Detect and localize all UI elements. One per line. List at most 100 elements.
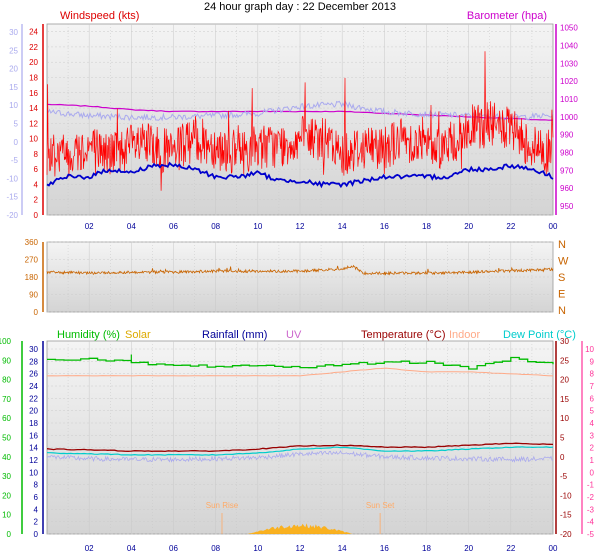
humidity-tick-label: 100: [0, 337, 12, 346]
x-tick-label: 22: [506, 222, 515, 231]
dew-tick-label: -4: [587, 518, 595, 527]
wind-tick-label: 10: [29, 135, 38, 144]
x-tick-label: 02: [85, 222, 94, 231]
x-tick-label: 04: [127, 222, 136, 231]
rain-tick-label: 2: [34, 518, 39, 527]
rain-tick-label: 18: [29, 419, 38, 428]
dew-tick-label: -2: [587, 493, 595, 502]
baro-tick-label: 960: [560, 184, 574, 193]
rain-tick-label: 6: [34, 493, 39, 502]
wind-tick-label: 16: [29, 89, 38, 98]
baro-tick-label: 950: [560, 202, 574, 211]
rain-tick-label: 24: [29, 382, 38, 391]
temp-tick-label: 0: [560, 453, 565, 462]
x-tick-label: 14: [338, 544, 347, 553]
compass-label: E: [558, 289, 565, 301]
rain-tick-label: 10: [29, 468, 38, 477]
wind-tick-label: 12: [29, 119, 38, 128]
baro-tick-label: 1020: [560, 77, 578, 86]
dew-tick-label: 8: [590, 370, 595, 379]
humidity-tick-label: 0: [7, 530, 12, 539]
x-tick-label: 00: [549, 544, 558, 553]
x-tick-label: 20: [464, 544, 473, 553]
dew-tick-label: -3: [587, 505, 595, 514]
outer-left-tick-label: 15: [9, 83, 18, 92]
humidity-tick-label: 20: [2, 491, 11, 500]
x-tick-label: 02: [85, 544, 94, 553]
sunset-label: Sun Set: [366, 501, 395, 510]
rain-tick-label: 4: [34, 505, 39, 514]
outer-left-tick-label: -20: [6, 211, 18, 220]
rain-label: Rainfall (mm): [202, 329, 267, 341]
dew-tick-label: 4: [590, 419, 595, 428]
x-tick-label: 16: [380, 222, 389, 231]
rain-tick-label: 28: [29, 357, 38, 366]
compass-label: N: [558, 239, 566, 251]
x-tick-label: 04: [127, 544, 136, 553]
grid-lines: [47, 24, 553, 535]
rain-tick-label: 30: [29, 345, 38, 354]
lavender-line: [46, 100, 554, 122]
temp-tick-label: 5: [560, 434, 565, 443]
temp-tick-label: -15: [560, 511, 572, 520]
dew-tick-label: 0: [590, 468, 595, 477]
wind-tick-label: 22: [29, 43, 38, 52]
dew-tick-label: 10: [585, 345, 594, 354]
baro-label: Barometer (hpa): [467, 10, 547, 22]
baro-tick-label: 1030: [560, 59, 578, 68]
x-tick-label: 06: [169, 544, 178, 553]
x-tick-label: 14: [338, 222, 347, 231]
x-tick-label: 12: [296, 222, 305, 231]
humidity-tick-label: 40: [2, 453, 11, 462]
dew-tick-label: 2: [590, 444, 595, 453]
temp-tick-label: 15: [560, 395, 569, 404]
wind-tick-label: 20: [29, 58, 38, 67]
compass-label: N: [558, 305, 566, 317]
wind-label: Windspeed (kts): [60, 10, 139, 22]
dew-tick-label: 9: [590, 357, 595, 366]
baro-tick-label: 1040: [560, 41, 578, 50]
x-tick-label: 18: [422, 544, 431, 553]
dir-tick-label: 90: [29, 291, 38, 300]
temp-tick-label: 20: [560, 376, 569, 385]
x-tick-label: 18: [422, 222, 431, 231]
barometer-line: [46, 103, 554, 121]
temp-tick-label: -20: [560, 530, 572, 539]
humidity-line: [47, 356, 554, 370]
rain-tick-label: 8: [34, 481, 39, 490]
rain-tick-label: 14: [29, 444, 38, 453]
outer-left-tick-label: 30: [9, 28, 18, 37]
humidity-tick-label: 60: [2, 414, 11, 423]
lavender-humidity-line: [46, 449, 554, 463]
rain-tick-label: 12: [29, 456, 38, 465]
baro-tick-label: 1000: [560, 113, 578, 122]
rain-tick-label: 26: [29, 370, 38, 379]
temp-tick-label: 30: [560, 337, 569, 346]
baro-tick-label: 970: [560, 166, 574, 175]
dir-tick-label: 180: [25, 273, 39, 282]
temp-label: Temperature (°C): [361, 329, 445, 341]
humidity-label: Humidity (%): [57, 329, 120, 341]
dew-tick-label: 6: [590, 394, 595, 403]
x-tick-label: 08: [211, 222, 220, 231]
outer-left-tick-label: -15: [6, 193, 18, 202]
outer-left-tick-label: 25: [9, 46, 18, 55]
outer-left-tick-label: -10: [6, 174, 18, 183]
outer-left-tick-label: -5: [11, 156, 19, 165]
dir-tick-label: 360: [25, 238, 39, 247]
compass-label: W: [558, 256, 569, 268]
dew-tick-label: 7: [590, 382, 595, 391]
baro-tick-label: 1010: [560, 95, 578, 104]
windspeed-line: [46, 51, 554, 191]
wind-average-line: [46, 161, 554, 189]
wind-tick-label: 14: [29, 104, 38, 113]
x-tick-label: 10: [253, 222, 262, 231]
temp-tick-label: 10: [560, 414, 569, 423]
x-tick-label: 08: [211, 544, 220, 553]
x-tick-label: 10: [253, 544, 262, 553]
dew-tick-label: 1: [590, 456, 595, 465]
rain-tick-label: 0: [34, 530, 39, 539]
graph-title: 24 hour graph day : 22 December 2013: [204, 1, 396, 13]
humidity-tick-label: 90: [2, 356, 11, 365]
